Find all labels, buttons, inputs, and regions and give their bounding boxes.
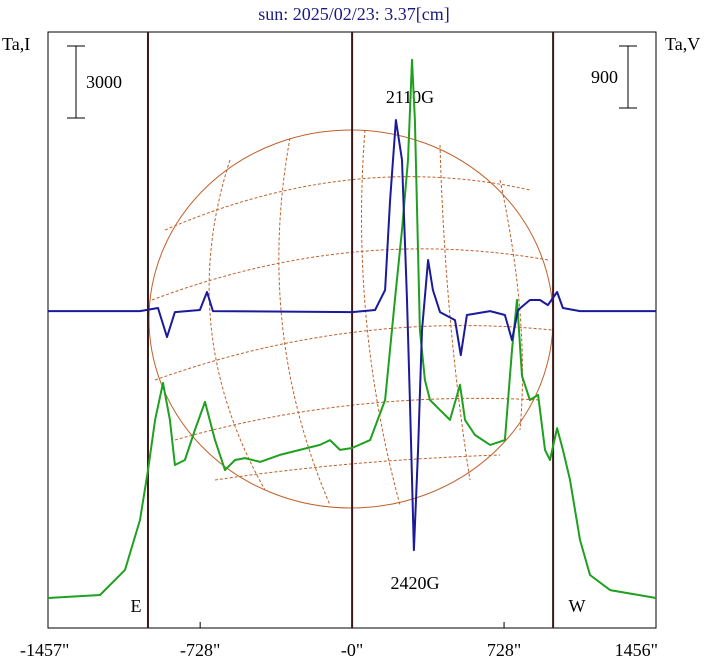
longitude	[499, 179, 523, 431]
x-tick-label: -728"	[180, 640, 220, 660]
annotation: E	[131, 596, 142, 616]
annotation: 2420G	[391, 573, 440, 593]
series-line	[47, 58, 657, 599]
latitude	[174, 397, 541, 441]
chart-title: sun: 2025/02/23: 3.37[cm]	[258, 4, 450, 24]
x-tick-label: -0"	[341, 640, 363, 660]
scale-bar-label: 900	[591, 67, 618, 87]
latitude	[151, 248, 549, 301]
sun-disk	[148, 129, 554, 509]
longitude	[439, 144, 471, 481]
x-tick-label: -1457"	[20, 640, 69, 660]
latitude	[164, 176, 531, 231]
heliographic-grid	[151, 129, 553, 506]
x-tick-label: 728"	[487, 640, 521, 660]
y-axis-label: Ta,I	[2, 34, 30, 54]
x-tick-label: 1456"	[615, 640, 658, 660]
annotation: W	[569, 596, 586, 616]
y2-axis-label: Ta,V	[665, 34, 700, 54]
longitude	[278, 137, 331, 506]
scale-bar-label: 3000	[86, 72, 122, 92]
series-line	[48, 119, 656, 552]
longitude	[361, 129, 401, 506]
longitude	[208, 159, 266, 491]
latitude	[214, 454, 501, 481]
